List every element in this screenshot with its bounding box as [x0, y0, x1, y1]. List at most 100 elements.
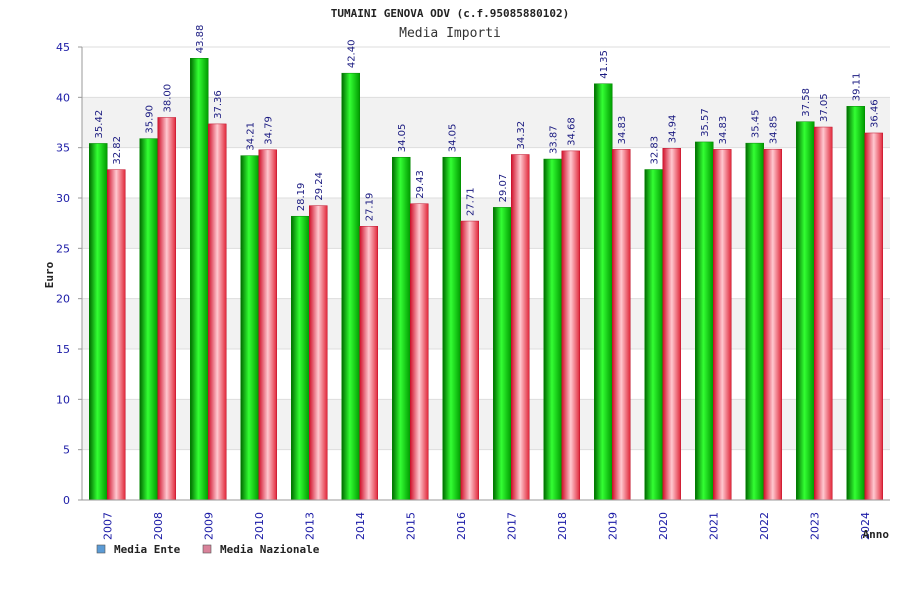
bar-media-nazionale-2016 [460, 220, 479, 501]
data-label: 35.42 [94, 110, 105, 139]
bar-media-ente-2023 [796, 121, 815, 501]
data-label: 34.83 [617, 116, 628, 145]
y-tick-label: 0 [63, 494, 70, 507]
bar-media-ente-2022 [745, 142, 764, 501]
data-label: 38.00 [163, 84, 174, 113]
legend-label-media-ente: Media Ente [114, 543, 181, 556]
bar-media-nazionale-2019 [612, 149, 631, 501]
data-label: 34.21 [246, 122, 257, 151]
y-tick-label: 20 [56, 293, 70, 306]
data-label: 37.05 [819, 93, 830, 122]
x-tick-label: 2024 [859, 512, 872, 540]
bar-media-nazionale-2010 [258, 149, 277, 501]
x-tick-label: 2008 [152, 512, 165, 540]
x-tick-label: 2019 [606, 512, 619, 540]
bar-media-ente-2015 [392, 156, 411, 501]
x-tick-label: 2009 [202, 512, 215, 540]
data-label: 35.57 [700, 108, 711, 137]
data-label: 34.32 [516, 121, 527, 150]
x-axis-ticks: 2007 2008 2009 2010 2013 2014 2015 2016 2017 2018… [101, 512, 872, 540]
data-label: 32.83 [650, 136, 661, 165]
y-tick-label: 15 [56, 343, 70, 356]
bar-media-ente-2010 [240, 155, 259, 501]
x-tick-label: 2020 [657, 512, 670, 540]
data-label: 34.94 [668, 115, 679, 144]
bar-media-nazionale-2015 [410, 203, 429, 501]
bar-media-ente-2009 [190, 58, 209, 501]
bar-media-ente-2013 [291, 215, 310, 501]
legend-label-media-nazionale: Media Nazionale [220, 543, 320, 556]
y-tick-label: 45 [56, 41, 70, 54]
x-tick-label: 2018 [556, 512, 569, 540]
data-label: 39.11 [852, 73, 863, 102]
legend-swatch-media-ente [96, 544, 106, 554]
x-tick-label: 2021 [707, 512, 720, 540]
bar-media-ente-2016 [442, 156, 461, 501]
legend: Media Ente Media Nazionale [96, 543, 320, 556]
y-tick-label: 25 [56, 242, 70, 255]
x-tick-label: 2023 [808, 512, 821, 540]
x-tick-label: 2014 [354, 512, 367, 540]
bar-media-nazionale-2022 [763, 148, 782, 501]
data-label: 34.05 [397, 124, 408, 153]
data-label: 34.68 [567, 117, 578, 146]
data-label: 29.43 [415, 170, 426, 199]
x-tick-label: 2015 [404, 512, 417, 540]
bar-media-ente-2007 [89, 143, 108, 501]
data-label: 37.36 [213, 90, 224, 119]
bar-media-ente-2018 [543, 158, 562, 501]
bar-media-nazionale-2024 [864, 132, 883, 501]
bar-media-nazionale-2017 [511, 154, 530, 501]
bar-media-nazionale-2007 [107, 169, 126, 501]
data-label: 34.85 [769, 116, 780, 145]
bar-media-nazionale-2018 [561, 150, 580, 501]
bar-media-nazionale-2009 [208, 123, 227, 501]
data-labels: 35.42 32.82 35.90 38.00 43.88 37.36 34.21 34.79… [94, 25, 881, 222]
y-tick-label: 10 [56, 393, 70, 406]
data-label: 41.35 [599, 50, 610, 79]
data-label: 29.24 [314, 172, 325, 201]
x-tick-label: 2010 [253, 512, 266, 540]
chart-subtitle: Media Importi [399, 26, 501, 41]
data-label: 29.07 [498, 174, 509, 203]
data-label: 33.87 [549, 125, 560, 154]
y-tick-label: 35 [56, 142, 70, 155]
data-label: 37.58 [801, 88, 812, 117]
bar-media-nazionale-2020 [662, 148, 681, 501]
x-tick-label: 2007 [101, 512, 114, 540]
x-tick-label: 2013 [303, 512, 316, 540]
chart-title: TUMAINI GENOVA ODV (c.f.95085880102) [331, 7, 569, 20]
bar-media-nazionale-2023 [814, 126, 833, 501]
data-label: 35.45 [751, 109, 762, 138]
data-label: 36.46 [870, 99, 881, 128]
x-tick-label: 2016 [455, 512, 468, 540]
data-label: 34.79 [264, 116, 275, 145]
bar-media-ente-2017 [493, 207, 512, 501]
bar-media-nazionale-2014 [359, 226, 378, 501]
data-label: 35.90 [145, 105, 156, 134]
data-label: 27.19 [365, 193, 376, 222]
bar-media-ente-2014 [341, 72, 360, 501]
data-label: 32.82 [112, 136, 123, 165]
data-label: 34.05 [448, 124, 459, 153]
bar-media-ente-2019 [594, 83, 613, 501]
y-axis-label: Euro [43, 261, 56, 288]
x-tick-label: 2017 [505, 512, 518, 540]
bar-media-nazionale-2021 [713, 149, 732, 501]
data-label: 27.71 [466, 187, 477, 216]
data-label: 42.40 [347, 40, 358, 69]
bar-media-ente-2008 [139, 138, 158, 501]
bar-media-nazionale-2008 [157, 117, 176, 501]
legend-swatch-media-nazionale [202, 544, 212, 554]
data-label: 28.19 [296, 183, 307, 212]
bar-media-ente-2020 [644, 169, 663, 501]
y-axis-ticks: 0 5 10 15 20 25 30 35 40 45 [56, 41, 82, 507]
y-tick-label: 5 [63, 444, 70, 457]
y-tick-label: 30 [56, 192, 70, 205]
data-label: 43.88 [195, 25, 206, 54]
bar-media-nazionale-2013 [309, 205, 328, 501]
bars [89, 58, 883, 501]
bar-media-ente-2024 [846, 106, 865, 501]
y-tick-label: 40 [56, 91, 70, 104]
